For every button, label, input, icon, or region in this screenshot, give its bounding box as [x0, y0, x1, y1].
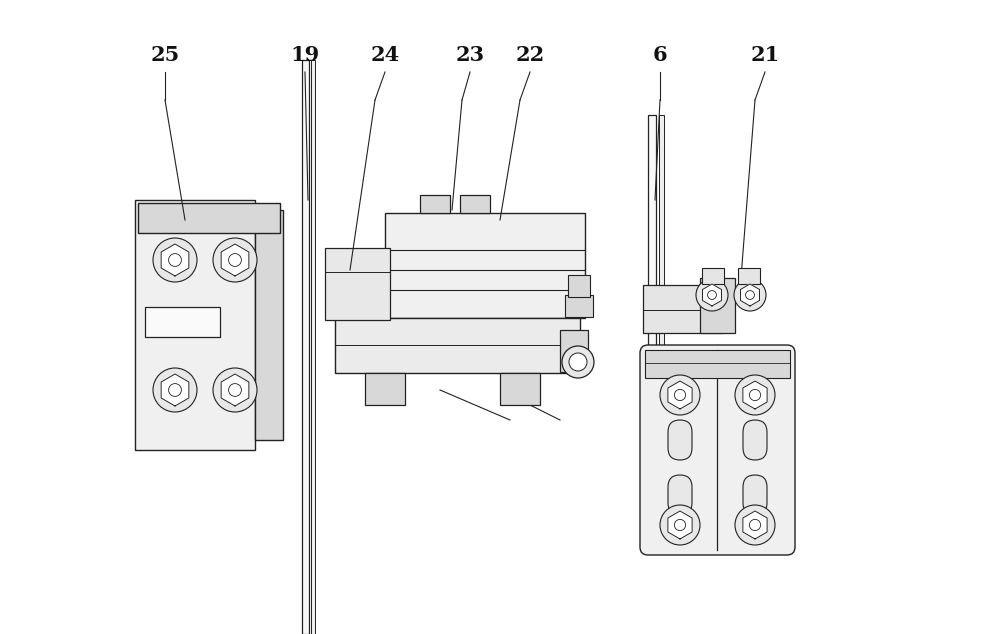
Bar: [138, 203, 280, 233]
Polygon shape: [743, 511, 767, 539]
Circle shape: [213, 238, 257, 282]
Bar: [560, 330, 588, 372]
Text: 22: 22: [515, 45, 545, 65]
Circle shape: [696, 279, 728, 311]
Bar: [135, 200, 255, 450]
Text: 23: 23: [455, 45, 485, 65]
Circle shape: [153, 238, 197, 282]
FancyBboxPatch shape: [640, 345, 795, 555]
Circle shape: [746, 290, 754, 299]
Circle shape: [229, 384, 241, 396]
Text: 6: 6: [653, 45, 667, 65]
Bar: [311, 60, 315, 634]
Bar: [420, 195, 450, 213]
Circle shape: [229, 254, 241, 266]
Bar: [302, 60, 309, 634]
FancyBboxPatch shape: [668, 420, 692, 460]
Bar: [335, 318, 580, 373]
Bar: [648, 115, 656, 515]
Bar: [145, 307, 220, 337]
Circle shape: [749, 389, 761, 401]
Bar: [565, 295, 593, 317]
Circle shape: [153, 368, 197, 412]
Circle shape: [660, 375, 700, 415]
FancyBboxPatch shape: [743, 475, 767, 515]
Circle shape: [169, 254, 181, 266]
Bar: [738, 268, 760, 284]
Circle shape: [660, 505, 700, 545]
Bar: [325, 248, 390, 320]
Circle shape: [735, 505, 775, 545]
Polygon shape: [221, 244, 249, 276]
Circle shape: [562, 346, 594, 378]
Polygon shape: [221, 374, 249, 406]
Bar: [500, 373, 540, 405]
Polygon shape: [740, 284, 760, 306]
Circle shape: [734, 279, 766, 311]
Bar: [385, 213, 585, 318]
FancyBboxPatch shape: [743, 420, 767, 460]
Polygon shape: [702, 284, 722, 306]
Text: 24: 24: [370, 45, 400, 65]
Bar: [659, 115, 664, 515]
Polygon shape: [161, 374, 189, 406]
Bar: [568, 275, 590, 297]
Circle shape: [749, 519, 761, 531]
Polygon shape: [743, 381, 767, 409]
Bar: [643, 285, 723, 333]
Text: 25: 25: [150, 45, 180, 65]
Circle shape: [674, 389, 686, 401]
Text: 19: 19: [290, 45, 320, 65]
Polygon shape: [668, 511, 692, 539]
Circle shape: [569, 353, 587, 371]
Polygon shape: [161, 244, 189, 276]
Bar: [702, 268, 724, 284]
Bar: [645, 350, 790, 378]
Circle shape: [169, 384, 181, 396]
Circle shape: [674, 519, 686, 531]
Text: 21: 21: [750, 45, 780, 65]
Circle shape: [213, 368, 257, 412]
Bar: [700, 278, 735, 333]
Polygon shape: [668, 381, 692, 409]
Bar: [365, 373, 405, 405]
FancyBboxPatch shape: [668, 475, 692, 515]
Bar: [460, 195, 490, 213]
Bar: [255, 210, 283, 440]
Circle shape: [708, 290, 716, 299]
Circle shape: [735, 375, 775, 415]
